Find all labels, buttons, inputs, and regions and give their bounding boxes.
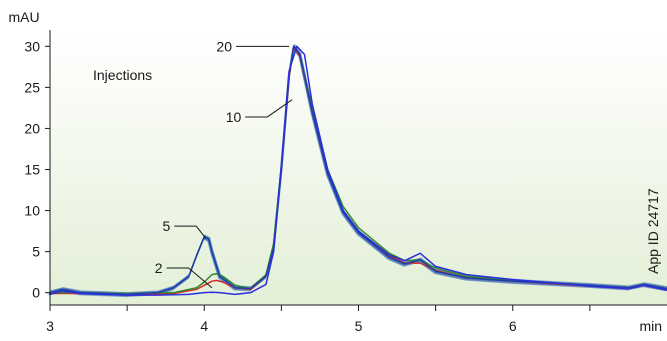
y-tick-label: 20 <box>24 120 40 136</box>
app-id-label: App ID 24717 <box>645 188 661 274</box>
annotation-leader-5 <box>174 225 207 239</box>
x-tick-label: 5 <box>355 318 363 334</box>
annotations-layer: 20 10 5 2 <box>155 38 293 289</box>
plot-background <box>50 34 667 305</box>
y-tick-label: 15 <box>24 162 40 178</box>
x-tick-label: 6 <box>509 318 517 334</box>
x-tick-label: 4 <box>200 318 208 334</box>
y-tick-label: 5 <box>32 244 40 260</box>
y-tick-label: 0 <box>32 285 40 301</box>
annotation-label-20: 20 <box>216 38 232 54</box>
traces-layer <box>48 43 667 298</box>
y-tick-label: 30 <box>24 38 40 54</box>
y-tick-label: 10 <box>24 203 40 219</box>
legend-title: Injections <box>93 67 152 83</box>
annotation-leader-10 <box>245 99 293 118</box>
annotation-leader-2 <box>166 267 213 289</box>
annotation-label-2: 2 <box>155 260 163 276</box>
series-line-2 <box>49 45 667 296</box>
y-tick-label: 25 <box>24 79 40 95</box>
y-axis-unit-label: mAU <box>8 9 39 25</box>
x-axis-unit-label: min <box>639 318 662 334</box>
annotation-label-10: 10 <box>226 109 242 125</box>
annotation-label-5: 5 <box>163 218 171 234</box>
x-tick-label: 3 <box>46 318 54 334</box>
